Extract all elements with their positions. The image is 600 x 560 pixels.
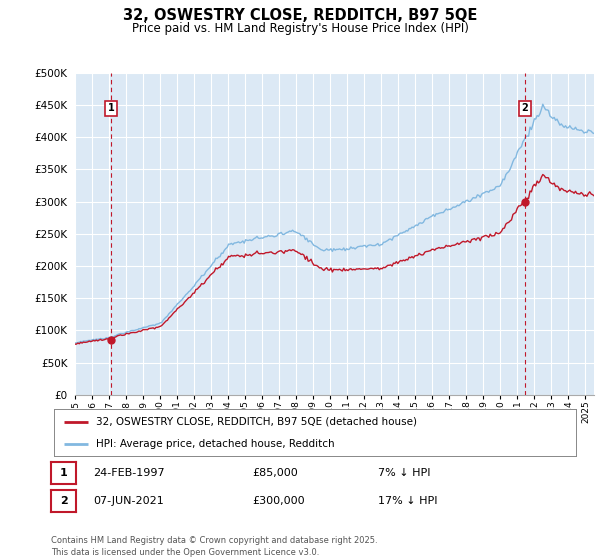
Text: £300,000: £300,000	[252, 496, 305, 506]
Text: 07-JUN-2021: 07-JUN-2021	[93, 496, 164, 506]
Text: 7% ↓ HPI: 7% ↓ HPI	[378, 468, 431, 478]
Text: Price paid vs. HM Land Registry's House Price Index (HPI): Price paid vs. HM Land Registry's House …	[131, 22, 469, 35]
Text: 32, OSWESTRY CLOSE, REDDITCH, B97 5QE: 32, OSWESTRY CLOSE, REDDITCH, B97 5QE	[123, 8, 477, 24]
Text: 32, OSWESTRY CLOSE, REDDITCH, B97 5QE (detached house): 32, OSWESTRY CLOSE, REDDITCH, B97 5QE (d…	[96, 417, 417, 427]
Text: 24-FEB-1997: 24-FEB-1997	[93, 468, 164, 478]
Text: 17% ↓ HPI: 17% ↓ HPI	[378, 496, 437, 506]
Text: 1: 1	[107, 103, 115, 113]
Text: Contains HM Land Registry data © Crown copyright and database right 2025.
This d: Contains HM Land Registry data © Crown c…	[51, 536, 377, 557]
Text: 2: 2	[60, 496, 67, 506]
Text: £85,000: £85,000	[252, 468, 298, 478]
Text: 2: 2	[521, 103, 528, 113]
Text: HPI: Average price, detached house, Redditch: HPI: Average price, detached house, Redd…	[96, 438, 334, 449]
Text: 1: 1	[60, 468, 67, 478]
